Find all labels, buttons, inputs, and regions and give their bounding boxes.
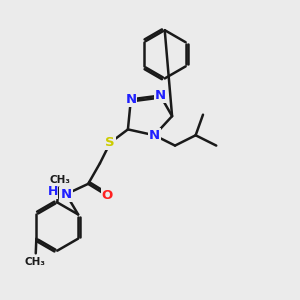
Text: H: H (47, 185, 58, 198)
Text: S: S (105, 136, 115, 149)
Text: N: N (155, 89, 166, 102)
Text: O: O (102, 189, 113, 202)
Text: CH₃: CH₃ (50, 175, 71, 185)
Text: N: N (125, 93, 136, 106)
Text: CH₃: CH₃ (25, 257, 46, 267)
Text: N: N (61, 188, 72, 201)
Text: N: N (149, 129, 160, 142)
